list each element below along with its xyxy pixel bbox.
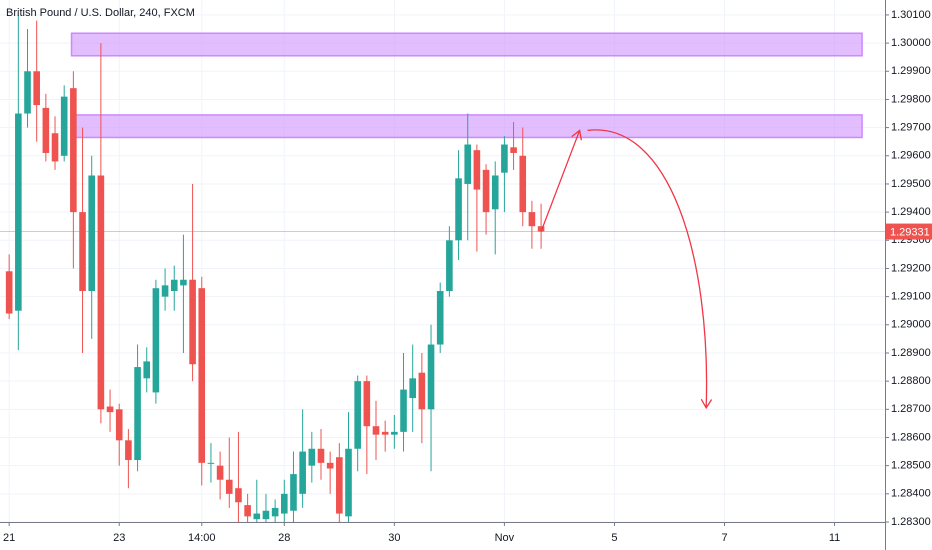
candle-body bbox=[363, 381, 371, 427]
candle-body bbox=[143, 361, 151, 379]
candle-body bbox=[180, 279, 187, 286]
candle-body bbox=[253, 513, 261, 520]
candle-body bbox=[280, 493, 288, 514]
y-tick-label: 1.29000 bbox=[891, 319, 931, 331]
time-axis-bg bbox=[0, 522, 885, 550]
candle-body bbox=[409, 378, 416, 399]
y-tick-label: 1.29900 bbox=[891, 65, 931, 77]
x-tick-label: 28 bbox=[278, 532, 290, 544]
candle-body bbox=[125, 440, 132, 461]
candle-body bbox=[88, 175, 96, 292]
candle-body bbox=[152, 288, 160, 393]
x-tick-label: 11 bbox=[829, 532, 840, 544]
y-tick-label: 1.28600 bbox=[891, 431, 931, 443]
zone bbox=[70, 32, 863, 57]
candle-body bbox=[418, 372, 426, 410]
candle-body bbox=[161, 285, 169, 297]
y-tick-label: 1.29600 bbox=[891, 150, 931, 162]
candle-body bbox=[464, 144, 472, 184]
candle-body bbox=[473, 150, 481, 190]
candle-body bbox=[372, 426, 380, 435]
last-price-label: 1.29331 bbox=[890, 226, 930, 238]
x-tick-label: 5 bbox=[611, 532, 617, 544]
candle-body bbox=[299, 451, 306, 494]
candle-body bbox=[79, 212, 86, 292]
candle-body bbox=[244, 505, 251, 517]
candle-body bbox=[354, 381, 361, 449]
x-tick-label: 7 bbox=[721, 532, 727, 544]
x-tick-label: 14:00 bbox=[188, 532, 216, 544]
candle-body bbox=[115, 409, 123, 441]
candle-body bbox=[381, 431, 389, 435]
candle-body bbox=[482, 169, 490, 213]
y-tick-label: 1.29700 bbox=[891, 122, 931, 134]
candle-body bbox=[336, 457, 343, 514]
candle-body bbox=[446, 240, 453, 292]
y-tick-label: 1.28700 bbox=[891, 403, 931, 415]
candle-body bbox=[198, 288, 206, 463]
candle-body bbox=[528, 212, 536, 227]
candle-body bbox=[262, 510, 270, 520]
candle-body bbox=[207, 462, 215, 464]
candle-body bbox=[271, 507, 279, 517]
candle-body bbox=[519, 155, 527, 213]
candle-body bbox=[345, 448, 352, 517]
candle-body bbox=[427, 344, 435, 410]
candle-body bbox=[308, 448, 316, 466]
candle-body bbox=[290, 474, 297, 511]
candle-body bbox=[455, 178, 462, 241]
y-tick-label: 1.30000 bbox=[891, 37, 931, 49]
candle-body bbox=[189, 279, 196, 365]
chart-title: British Pound / U.S. Dollar, 240, FXCM bbox=[6, 7, 195, 19]
price-axis-bg bbox=[885, 0, 932, 550]
x-tick-label: Nov bbox=[495, 532, 515, 544]
candle-body bbox=[106, 406, 114, 413]
arrow-head bbox=[571, 129, 583, 141]
candle-body bbox=[326, 462, 334, 469]
y-tick-label: 1.29100 bbox=[891, 291, 931, 303]
arrow-head bbox=[700, 398, 713, 410]
candle-body bbox=[42, 107, 50, 153]
y-tick-label: 1.29800 bbox=[891, 93, 931, 105]
y-tick-label: 1.28800 bbox=[891, 375, 931, 387]
y-tick-label: 1.29400 bbox=[891, 206, 931, 218]
y-tick-label: 1.29500 bbox=[891, 178, 931, 190]
y-tick-label: 1.28300 bbox=[891, 516, 931, 528]
candle-body bbox=[235, 488, 242, 503]
candle-body bbox=[170, 279, 178, 292]
y-tick-label: 1.30100 bbox=[891, 9, 931, 21]
candle-body bbox=[33, 71, 40, 106]
candle-body bbox=[134, 367, 141, 461]
x-tick-label: 30 bbox=[388, 532, 400, 544]
last-price-tag bbox=[886, 223, 932, 240]
candle-body bbox=[60, 96, 68, 156]
candle-body bbox=[225, 479, 233, 494]
candle-body bbox=[501, 144, 508, 173]
candle-body bbox=[436, 291, 444, 345]
candle-body bbox=[24, 71, 31, 114]
y-tick-label: 1.28400 bbox=[891, 488, 931, 500]
candle-body bbox=[400, 389, 407, 432]
projection-path bbox=[540, 129, 708, 408]
candle-body bbox=[97, 175, 105, 410]
candle-body bbox=[537, 226, 545, 232]
candle-body bbox=[317, 448, 325, 463]
candle-body bbox=[15, 113, 22, 311]
candle-body bbox=[51, 133, 59, 162]
candle-body bbox=[70, 88, 77, 213]
x-tick-label: 21 bbox=[3, 532, 15, 544]
candle-body bbox=[510, 147, 517, 153]
candle-body bbox=[5, 271, 13, 314]
candle-body bbox=[491, 175, 499, 210]
x-tick-label: 23 bbox=[113, 532, 125, 544]
candle-body bbox=[216, 465, 224, 480]
y-tick-label: 1.29200 bbox=[891, 262, 931, 274]
y-tick-label: 1.28900 bbox=[891, 347, 931, 359]
y-tick-label: 1.28500 bbox=[891, 460, 931, 472]
zone bbox=[70, 114, 863, 139]
candle-body bbox=[391, 431, 398, 435]
